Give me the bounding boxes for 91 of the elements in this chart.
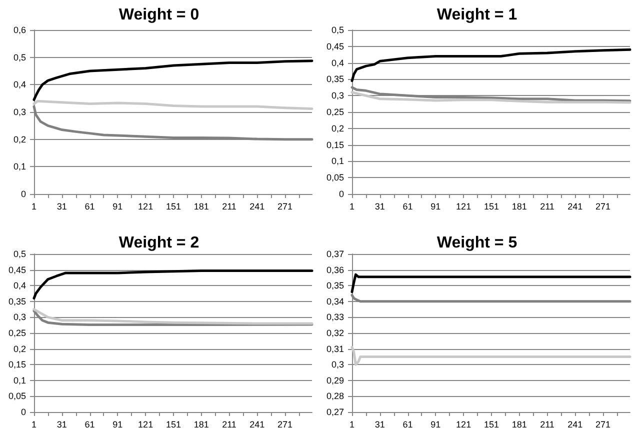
line-series — [350, 48, 632, 82]
y-tick-label: 0,35 — [326, 74, 344, 84]
y-tick-label: 0,36 — [326, 264, 344, 275]
line-series — [350, 346, 632, 366]
y-tick-label: 0,37 — [326, 249, 344, 259]
x-tick-label: 31 — [56, 420, 67, 430]
x-tick-label: 151 — [166, 202, 181, 212]
x-tick-label: 1 — [31, 202, 37, 212]
y-tick-label: 0,6 — [13, 25, 26, 35]
y-tick-label: 0,1 — [331, 156, 344, 166]
x-tick-label: 121 — [456, 420, 472, 430]
x-tick-label: 271 — [278, 202, 293, 212]
line-series — [32, 270, 314, 300]
x-tick-label: 61 — [402, 420, 413, 430]
line-series — [350, 273, 632, 294]
x-tick-label: 151 — [484, 420, 499, 430]
line-series — [32, 100, 314, 110]
y-tick-label: 0,27 — [326, 407, 344, 417]
x-tick-label: 1 — [349, 202, 355, 212]
y-tick-label: 0,05 — [326, 172, 344, 183]
y-tick-label: 0,2 — [13, 134, 26, 144]
x-tick-label: 271 — [596, 202, 611, 212]
y-tick-label: 0,34 — [326, 296, 344, 306]
y-tick-label: 0,4 — [13, 80, 26, 90]
x-tick-label: 1 — [31, 420, 37, 430]
x-tick-label: 211 — [540, 420, 554, 430]
x-tick-label: 91 — [112, 420, 123, 430]
y-tick-label: 0,2 — [13, 344, 26, 354]
y-tick-label: 0,15 — [326, 140, 344, 150]
x-tick-label: 1 — [349, 420, 355, 430]
x-tick-label: 91 — [430, 420, 441, 430]
x-tick-label: 211 — [222, 420, 236, 430]
chart-title: Weight = 2 — [118, 234, 200, 252]
x-tick-label: 211 — [222, 202, 236, 212]
x-tick-label: 61 — [84, 420, 95, 430]
y-tick-label: 0,1 — [13, 375, 26, 386]
x-tick-label: 31 — [56, 202, 67, 212]
x-tick-label: 61 — [84, 202, 95, 212]
x-tick-label: 121 — [456, 202, 472, 212]
line-series — [350, 91, 632, 104]
x-tick-label: 31 — [374, 202, 385, 212]
y-tick-label: 0 — [20, 407, 26, 417]
y-tick-label: 0,3 — [13, 312, 26, 322]
x-tick-label: 271 — [596, 420, 611, 430]
chart-title: Weight = 1 — [436, 6, 518, 24]
x-tick-label: 181 — [512, 420, 527, 430]
y-tick-label: 0,3 — [13, 107, 26, 117]
x-tick-label: 121 — [138, 420, 154, 430]
x-tick-label: 241 — [250, 202, 265, 212]
x-tick-label: 241 — [568, 202, 583, 212]
x-tick-label: 91 — [430, 202, 441, 212]
line-series — [32, 60, 314, 101]
y-tick-label: 0,3 — [331, 360, 344, 370]
y-tick-label: 0,25 — [326, 107, 344, 117]
x-tick-label: 241 — [250, 420, 265, 430]
x-tick-label: 61 — [402, 202, 413, 212]
y-tick-label: 0 — [338, 189, 344, 199]
x-tick-label: 181 — [194, 420, 209, 430]
y-tick-label: 0,4 — [13, 280, 26, 291]
y-tick-label: 0,45 — [326, 41, 344, 52]
y-tick-label: 0,5 — [13, 52, 26, 62]
y-tick-label: 0,29 — [326, 375, 344, 386]
chart-title: Weight = 5 — [436, 234, 518, 252]
y-tick-label: 0,05 — [8, 391, 26, 402]
y-tick-label: 0 — [20, 189, 26, 199]
y-tick-label: 0,5 — [331, 25, 344, 35]
x-tick-label: 181 — [194, 202, 209, 212]
x-tick-label: 211 — [540, 202, 554, 212]
y-tick-label: 0,4 — [331, 58, 344, 68]
y-tick-label: 0,1 — [13, 162, 26, 172]
y-tick-label: 0,28 — [326, 391, 344, 402]
y-tick-label: 0,45 — [8, 264, 26, 275]
y-tick-label: 0,15 — [8, 360, 26, 370]
y-tick-label: 0,2 — [331, 123, 344, 134]
chart-title: Weight = 0 — [118, 6, 200, 24]
y-tick-label: 0,25 — [8, 328, 26, 338]
x-tick-label: 121 — [138, 202, 154, 212]
x-tick-label: 151 — [166, 420, 181, 430]
x-tick-label: 91 — [112, 202, 123, 212]
y-tick-label: 0,5 — [13, 249, 26, 259]
y-tick-label: 0,31 — [326, 344, 344, 354]
y-tick-label: 0,35 — [326, 280, 344, 291]
x-tick-label: 181 — [512, 202, 527, 212]
x-tick-label: 31 — [374, 420, 385, 430]
x-tick-label: 271 — [278, 420, 293, 430]
y-tick-label: 0,33 — [326, 312, 344, 322]
x-tick-label: 151 — [484, 202, 499, 212]
y-tick-label: 0,35 — [8, 296, 26, 306]
y-tick-label: 0,32 — [326, 328, 344, 338]
y-tick-label: 0,3 — [331, 90, 344, 101]
x-tick-label: 241 — [568, 420, 583, 430]
